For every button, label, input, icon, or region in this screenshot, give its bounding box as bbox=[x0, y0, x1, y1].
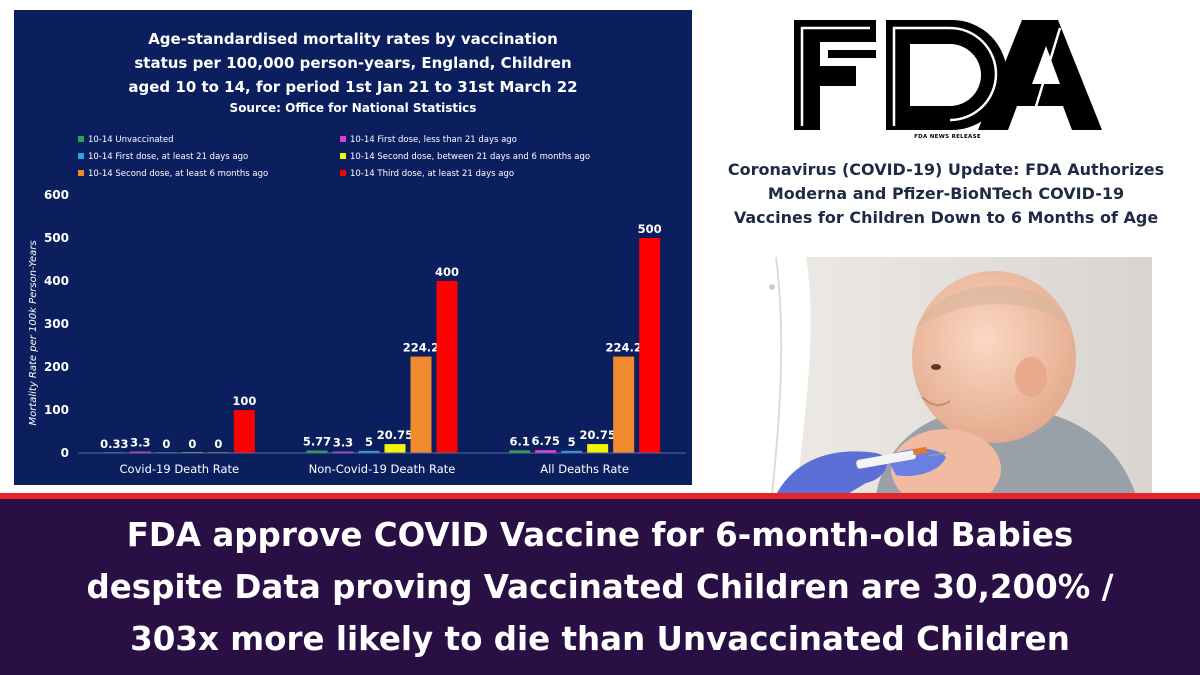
bar-10-14-unvaccinated-non-covid-19-death-rate bbox=[306, 450, 328, 453]
legend-swatch-10-14-second-dose-between-21-days-and-6-months-ago bbox=[340, 153, 346, 159]
baby-vaccination-photo bbox=[736, 257, 1152, 495]
legend-label-10-14-first-dose-less-than-21-days-ago: 10-14 First dose, less than 21 days ago bbox=[350, 135, 517, 145]
bar-10-14-second-dose-at-least-6-months-ago-all-deaths-rate bbox=[613, 356, 635, 453]
bar-10-14-second-dose-between-21-days-and-6-months-ago-all-deaths-rate bbox=[587, 444, 609, 453]
x-category-label-covid-19-death-rate: Covid-19 Death Rate bbox=[120, 462, 240, 476]
legend-label-10-14-second-dose-at-least-6-months-ago: 10-14 Second dose, at least 6 months ago bbox=[88, 169, 268, 179]
legend-swatch-10-14-third-dose-at-least-21-days-ago bbox=[340, 170, 346, 176]
data-label: 20.75 bbox=[579, 428, 615, 442]
fda-headline-line-2: Moderna and Pfizer-BioNTech COVID-19 bbox=[767, 184, 1125, 203]
chart-title-line-1: Age-standardised mortality rates by vacc… bbox=[148, 30, 558, 48]
x-category-label-non-covid-19-death-rate: Non-Covid-19 Death Rate bbox=[309, 462, 456, 476]
chart-legend: 10-14 Unvaccinated 10-14 First dose, less… bbox=[78, 135, 590, 179]
bar-10-14-second-dose-at-least-6-months-ago-non-covid-19-death-rate bbox=[410, 356, 432, 453]
data-label: 0 bbox=[162, 437, 170, 451]
bar-10-14-first-dose-at-least-21-days-ago-all-deaths-rate bbox=[561, 450, 583, 453]
fda-logo bbox=[794, 20, 1102, 130]
chart-subtitle: Source: Office for National Statistics bbox=[230, 101, 477, 115]
data-label: 5 bbox=[365, 435, 373, 449]
legend-swatch-10-14-first-dose-less-than-21-days-ago bbox=[340, 136, 346, 142]
x-axis: Covid-19 Death Rate Non-Covid-19 Death Ra… bbox=[78, 452, 686, 476]
mortality-chart: Age-standardised mortality rates by vacc… bbox=[28, 30, 686, 476]
banner-line-3: 303x more likely to die than Unvaccinate… bbox=[130, 620, 1070, 658]
bar-10-14-unvaccinated-all-deaths-rate bbox=[509, 450, 531, 453]
legend-label-10-14-third-dose-at-least-21-days-ago: 10-14 Third dose, at least 21 days ago bbox=[350, 169, 514, 179]
bar-10-14-third-dose-at-least-21-days-ago-covid-19-death-rate bbox=[233, 410, 255, 453]
fda-headline-line-1: Coronavirus (COVID-19) Update: FDA Autho… bbox=[727, 160, 1165, 179]
data-label: 500 bbox=[638, 222, 662, 236]
data-label: 224.2 bbox=[403, 341, 439, 355]
chart-title-line-2: status per 100,000 person-years, England… bbox=[134, 54, 571, 72]
legend-swatch-10-14-first-dose-at-least-21-days-ago bbox=[78, 153, 84, 159]
bar-10-14-third-dose-at-least-21-days-ago-non-covid-19-death-rate bbox=[436, 281, 458, 453]
data-label: 0.33 bbox=[100, 437, 128, 451]
data-label: 6.75 bbox=[531, 434, 559, 448]
data-label: 3.3 bbox=[333, 436, 353, 450]
bar-10-14-third-dose-at-least-21-days-ago-all-deaths-rate bbox=[639, 238, 661, 453]
banner-line-2: despite Data proving Vaccinated Children… bbox=[86, 568, 1114, 606]
y-tick-label: 500 bbox=[44, 231, 69, 245]
bar-10-14-first-dose-at-least-21-days-ago-non-covid-19-death-rate bbox=[358, 450, 380, 453]
legend-label-10-14-unvaccinated: 10-14 Unvaccinated bbox=[88, 135, 174, 145]
y-tick-label: 0 bbox=[61, 446, 69, 460]
headline-banner: FDA approve COVID Vaccine for 6-month-ol… bbox=[0, 499, 1200, 675]
bar-10-14-first-dose-less-than-21-days-ago-non-covid-19-death-rate bbox=[332, 451, 354, 453]
mortality-chart-panel: Age-standardised mortality rates by vacc… bbox=[14, 10, 692, 485]
y-tick-label: 200 bbox=[44, 360, 69, 374]
data-label: 400 bbox=[435, 265, 459, 279]
data-label: 3.3 bbox=[130, 436, 150, 450]
data-label: 5 bbox=[568, 435, 576, 449]
data-label: 0 bbox=[214, 437, 222, 451]
y-tick-label: 400 bbox=[44, 274, 69, 288]
data-label: 224.2 bbox=[605, 341, 641, 355]
banner-headline: FDA approve COVID Vaccine for 6-month-ol… bbox=[10, 509, 1190, 665]
data-label: 20.75 bbox=[377, 428, 413, 442]
bar-10-14-first-dose-less-than-21-days-ago-all-deaths-rate bbox=[535, 450, 557, 453]
legend-label-10-14-first-dose-at-least-21-days-ago: 10-14 First dose, at least 21 days ago bbox=[88, 152, 248, 162]
x-category-label-all-deaths-rate: All Deaths Rate bbox=[540, 462, 629, 476]
bar-10-14-first-dose-less-than-21-days-ago-covid-19-death-rate bbox=[129, 451, 151, 453]
legend-label-10-14-second-dose-between-21-days-and-6-months-ago: 10-14 Second dose, between 21 days and 6… bbox=[350, 152, 590, 162]
data-label: 100 bbox=[232, 394, 256, 408]
data-label: 6.1 bbox=[509, 434, 529, 448]
y-tick-label: 600 bbox=[44, 188, 69, 202]
y-tick-label: 300 bbox=[44, 317, 69, 331]
fda-news-release-label: FDA NEWS RELEASE bbox=[914, 134, 981, 140]
fda-headline: Coronavirus (COVID-19) Update: FDA Autho… bbox=[706, 158, 1186, 230]
y-axis-label: Mortality Rate per 100k Person-Years bbox=[28, 240, 39, 425]
banner-accent-line bbox=[0, 493, 1200, 499]
legend-swatch-10-14-second-dose-at-least-6-months-ago bbox=[78, 170, 84, 176]
y-axis: 0 100 200 300 400 500 600 bbox=[44, 188, 69, 460]
fda-headline-line-3: Vaccines for Children Down to 6 Months o… bbox=[733, 208, 1159, 227]
banner-line-1: FDA approve COVID Vaccine for 6-month-ol… bbox=[126, 516, 1074, 554]
data-label: 5.77 bbox=[303, 435, 331, 449]
chart-title-line-3: aged 10 to 14, for period 1st Jan 21 to … bbox=[128, 78, 577, 96]
data-label: 0 bbox=[188, 437, 196, 451]
legend-swatch-10-14-unvaccinated bbox=[78, 136, 84, 142]
y-tick-label: 100 bbox=[44, 403, 69, 417]
bar-10-14-second-dose-between-21-days-and-6-months-ago-non-covid-19-death-rate bbox=[384, 444, 406, 453]
